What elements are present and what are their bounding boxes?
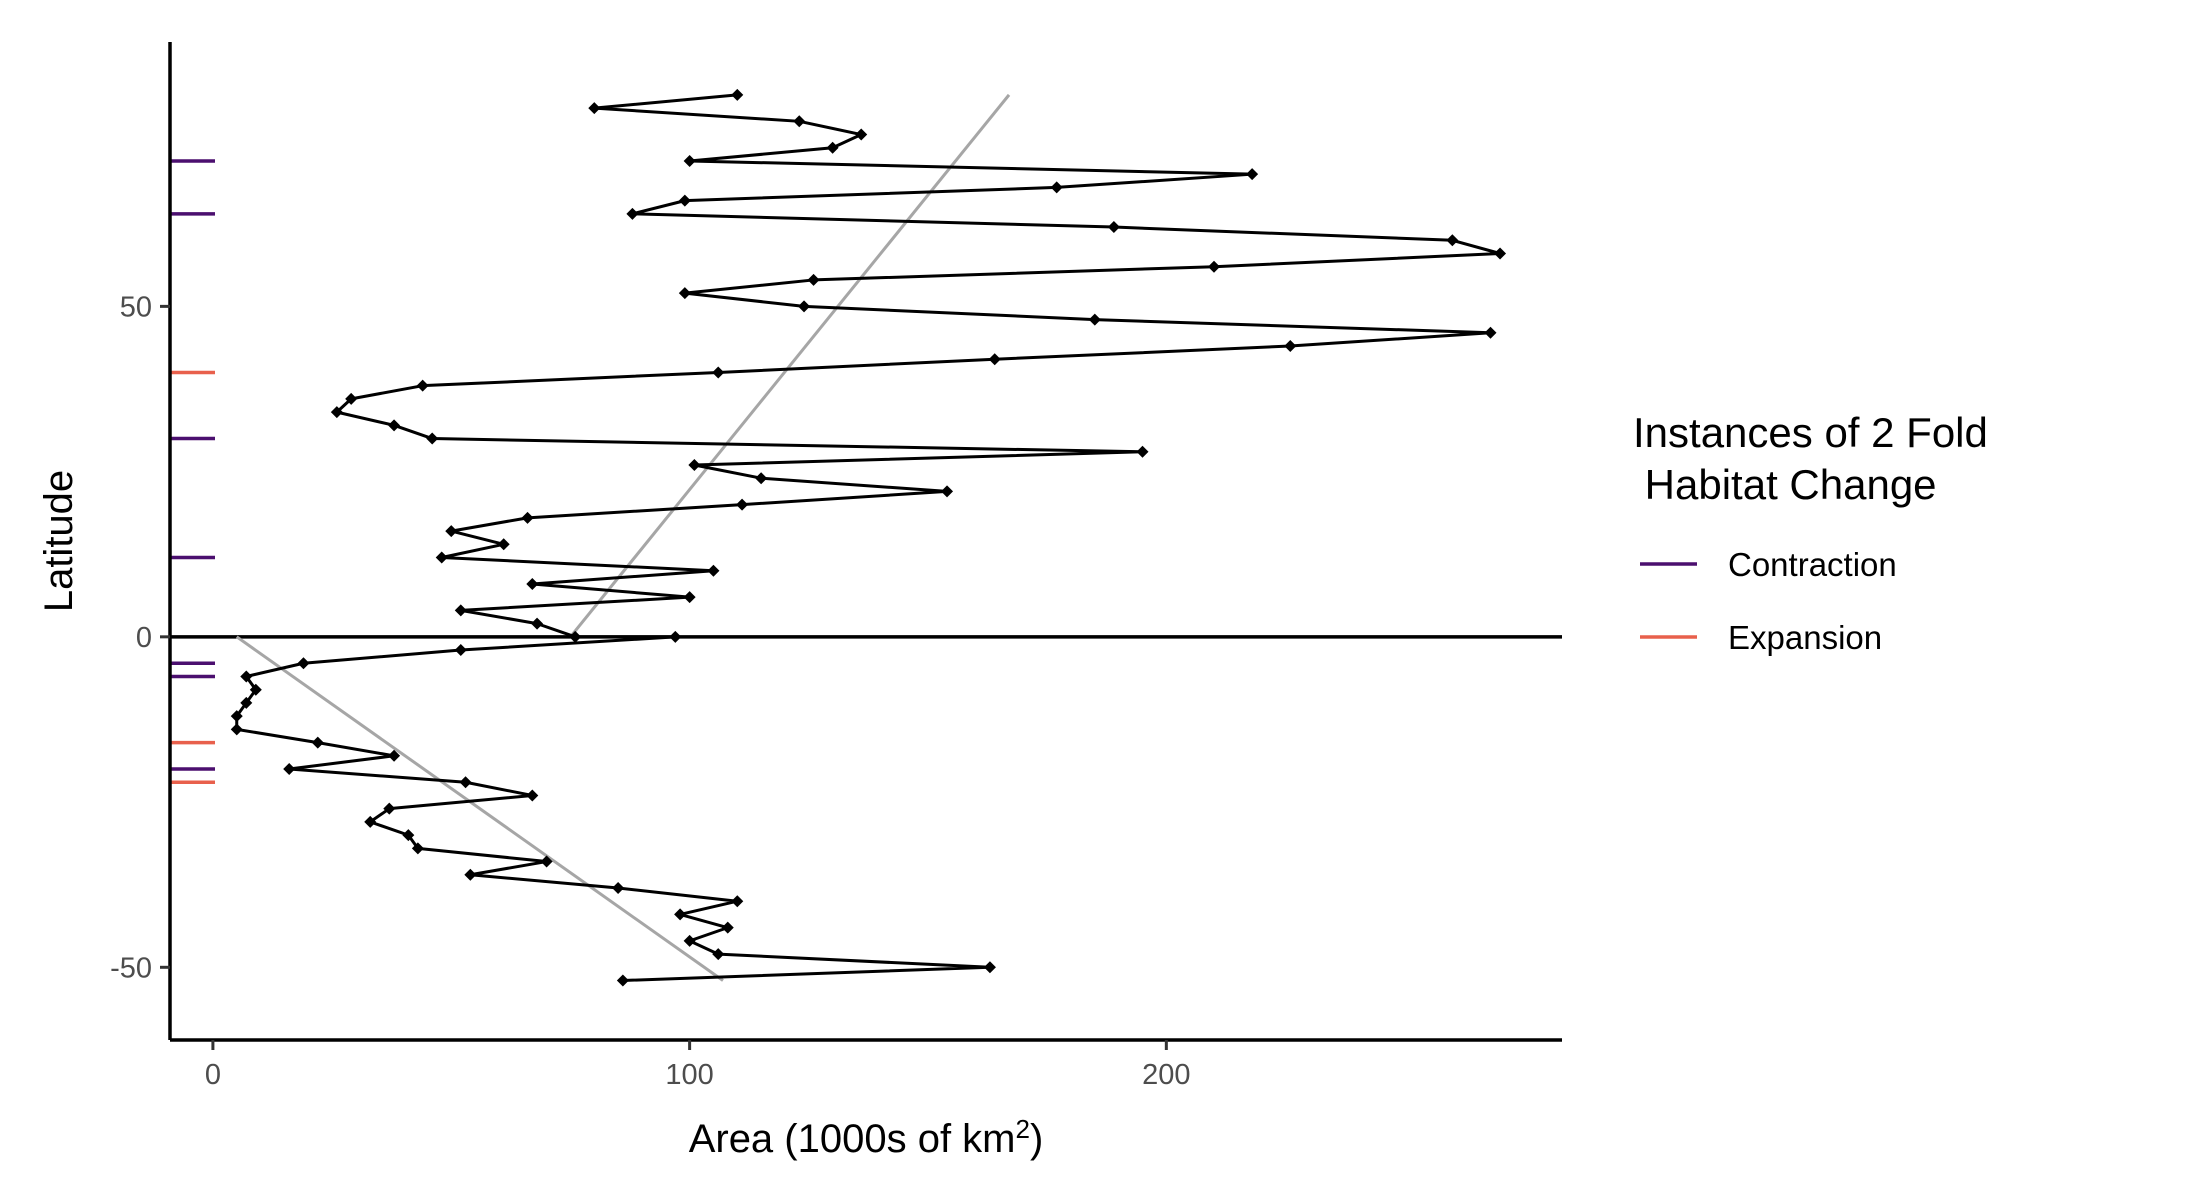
data-point [988, 353, 1001, 366]
data-point [1494, 247, 1507, 260]
data-point [674, 908, 687, 921]
data-point [588, 102, 601, 115]
data-point [240, 696, 253, 709]
data-point [712, 366, 725, 379]
y-axis-title: Latitude [37, 470, 81, 612]
data-series [230, 88, 1507, 987]
data-point [521, 511, 534, 524]
data-point [1246, 168, 1259, 181]
x-tick-label: 200 [1142, 1059, 1190, 1091]
data-point [793, 115, 806, 128]
legend-label-contraction: Contraction [1728, 546, 1897, 583]
data-point [454, 644, 467, 657]
data-point [240, 670, 253, 683]
data-point [678, 194, 691, 207]
data-point [569, 630, 582, 643]
data-point [345, 392, 358, 405]
data-point [683, 154, 696, 167]
data-point [826, 141, 839, 154]
data-point [364, 815, 377, 828]
y-tick-label: 0 [136, 622, 152, 654]
trend-lines [235, 93, 1011, 982]
data-point [526, 789, 539, 802]
series-line [235, 93, 1502, 983]
data-point [731, 895, 744, 908]
data-point [526, 577, 539, 590]
data-point [616, 974, 629, 987]
data-point [1446, 234, 1459, 247]
data-point [1088, 313, 1101, 326]
data-point [416, 379, 429, 392]
data-point [311, 736, 324, 749]
data-point [755, 472, 768, 485]
axes: 0 100 200 -50 0 50 [110, 42, 1562, 1091]
trend-line [235, 635, 724, 982]
data-point [402, 829, 415, 842]
data-point [678, 287, 691, 300]
data-point [249, 683, 262, 696]
data-point [669, 630, 682, 643]
x-axis-ticks: 0 100 200 [205, 1040, 1191, 1091]
data-point [1484, 326, 1497, 339]
data-point [1136, 445, 1149, 458]
data-point [983, 961, 996, 974]
data-point [388, 749, 401, 762]
data-point [855, 128, 868, 141]
data-point [445, 525, 458, 538]
y-tick-label: 50 [120, 291, 152, 323]
data-point [411, 842, 424, 855]
data-point [1284, 340, 1297, 353]
data-point [454, 604, 467, 617]
data-point [531, 617, 544, 630]
y-tick-label: -50 [110, 952, 152, 984]
data-point [426, 432, 439, 445]
data-point [736, 498, 749, 511]
data-point [1208, 260, 1220, 273]
data-point [707, 564, 720, 577]
data-point [464, 868, 477, 881]
data-point [540, 855, 553, 868]
data-point [435, 551, 448, 564]
plot-area [170, 88, 1562, 987]
data-point [388, 419, 401, 432]
trend-line [569, 93, 1011, 638]
data-point [459, 776, 472, 789]
legend-title-line-1: Instances of 2 Fold [1633, 409, 1988, 456]
x-tick-label: 100 [665, 1059, 713, 1091]
legend-entries: Contraction Expansion [1640, 546, 1897, 656]
data-point [230, 723, 243, 736]
data-point [383, 802, 396, 815]
data-point [683, 591, 696, 604]
data-point [497, 538, 510, 551]
data-point [626, 207, 639, 220]
legend-title-line-2: Habitat Change [1633, 461, 1937, 508]
data-point [683, 934, 696, 947]
legend: Instances of 2 Fold Habitat Change Contr… [1633, 409, 1988, 656]
x-tick-label: 0 [205, 1059, 221, 1091]
legend-label-expansion: Expansion [1728, 619, 1882, 656]
data-point [688, 458, 701, 471]
data-point [330, 406, 343, 419]
data-point [731, 88, 744, 101]
x-axis-title: Area (1000s of km2) [689, 1114, 1044, 1161]
data-point [1050, 181, 1063, 194]
data-point [941, 485, 954, 498]
data-point [612, 881, 625, 894]
data-point [230, 710, 243, 723]
data-point [798, 300, 811, 313]
data-point [283, 763, 296, 776]
y-axis-ticks: -50 0 50 [110, 291, 170, 984]
data-point [1107, 221, 1120, 234]
rug-marks [171, 159, 215, 784]
data-point [712, 948, 725, 961]
data-point [807, 273, 820, 286]
data-point [721, 921, 734, 934]
data-point [297, 657, 310, 670]
